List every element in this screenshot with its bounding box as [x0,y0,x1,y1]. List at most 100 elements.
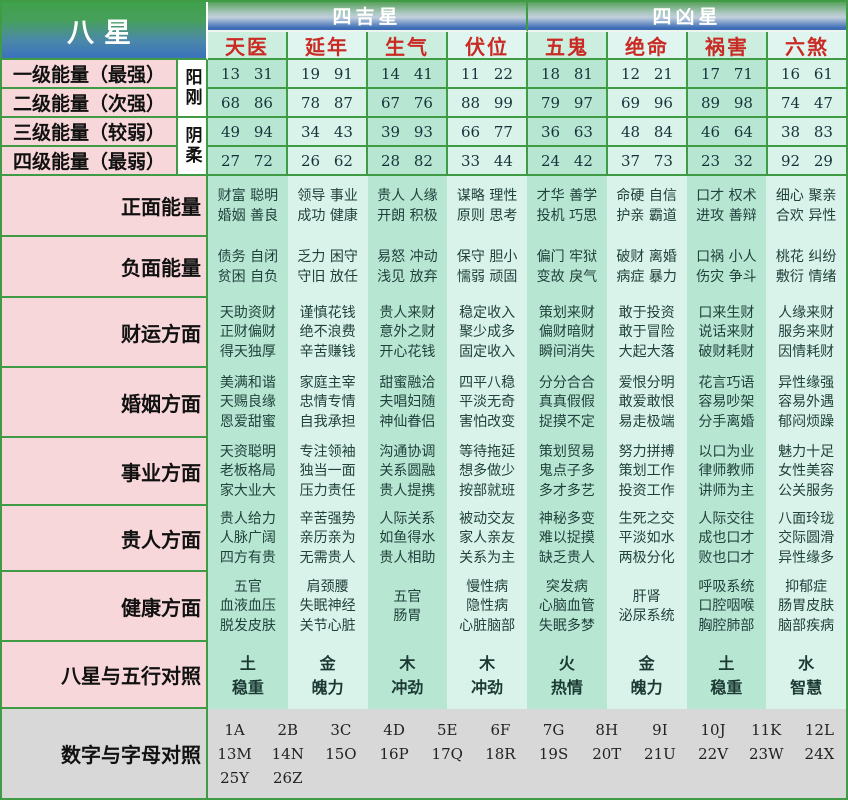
number-letter-pair: 3C [330,720,352,739]
category-cell: 贵人给力 人脉广阔 四方有贵 [208,506,288,572]
category-cell: 人际关系 如鱼得水 贵人相助 [367,506,448,572]
category-label: 婚姻方面 [2,368,208,438]
category-cell: 人际交往 成也口才 败也口才 [686,506,767,572]
category-cell: 破财 离婚 病症 暴力 [606,237,687,298]
category-cell: 贵人 人缘 开朗 积极 [367,176,448,237]
number-letter-pair: 15O [325,744,357,763]
star-header: 生气 [368,32,448,60]
number-letter-pair: 7G [542,720,565,739]
energy-value: 12 21 [608,60,688,89]
category-cell: 沟通协调 关系圆融 贵人提携 [367,438,448,506]
category-cell: 债务 自闭 贫困 自负 [208,237,288,298]
energy-value: 37 73 [608,147,688,176]
star-header: 五鬼 [528,32,608,60]
star-header: 伏位 [448,32,528,60]
category-cell: 敢于投资 敢于冒险 大起大落 [606,298,687,368]
category-cell: 稳定收入 聚少成多 固定收入 [447,298,527,368]
five-element-cell: 火热情 [527,642,607,709]
energy-values-row: 68 86 78 87 67 76 88 99 79 97 69 96 89 9… [208,89,846,118]
energy-value: 34 43 [288,118,368,147]
number-letter-pair: 9I [652,720,668,739]
group-header-inauspicious: 四凶星 [528,2,846,32]
five-element-cell: 土稳重 [208,642,288,709]
category-cell: 贵人来财 意外之财 开心花钱 [367,298,448,368]
category-cell: 神秘多变 难以捉摸 缺乏贵人 [527,506,607,572]
five-element-cell: 水智慧 [766,642,846,709]
number-letter-pair: 1A [224,720,245,739]
category-cell: 保守 胆小 懦弱 顽固 [447,237,527,298]
category-cell: 人缘来财 服务来财 因情耗财 [766,298,846,368]
energy-value: 13 31 [208,60,288,89]
category-cell: 易怒 冲动 浅见 放弃 [367,237,448,298]
number-letter-row: 数字与字母对照 1A 2B 3C 4D 5E 6F 7G 8H 9I 10J 1… [2,709,846,798]
category-row-health: 健康方面 五官 血液血压 脱发皮肤 肩颈腰 失眠神经 关节心脏 五官 肠胃 慢性病 隐性病心… [2,572,846,642]
category-cell: 八面玲珑 交际圆滑 异性缘多 [766,506,846,572]
category-cell: 口祸 小人 伤灾 争斗 [686,237,767,298]
category-cell: 谨慎花钱 绝不浪费 辛苦赚钱 [287,298,368,368]
energy-value: 69 96 [608,89,688,118]
number-letter-pair: 10J [700,720,726,739]
number-letter-pair: 14N [271,744,304,763]
number-letter-pair: 11K [751,720,782,739]
number-letter-pair: 12L [804,720,834,739]
category-cell: 口来生财 说话来财 破财耗财 [686,298,767,368]
category-label: 事业方面 [2,438,208,506]
number-letter-pair: 25Y [220,768,250,787]
energy-value: 18 81 [528,60,608,89]
energy-value: 23 32 [688,147,768,176]
energy-value: 36 63 [528,118,608,147]
energy-value: 17 71 [688,60,768,89]
star-header: 延年 [288,32,368,60]
category-cell: 努力拼搏 策划工作 投资工作 [606,438,687,506]
category-label: 八星与五行对照 [2,642,208,709]
number-letter-pair: 16P [379,744,409,763]
energy-row-label: 一级能量（最强） [2,60,178,89]
number-letter-pair: 26Z [272,768,303,787]
energy-value: 79 97 [528,89,608,118]
category-label: 财运方面 [2,298,208,368]
category-cell: 天助资财 正财偏财 得天独厚 [208,298,288,368]
number-letter-pair: 5E [436,720,458,739]
category-cell: 偏门 牢狱 变故 戾气 [527,237,607,298]
category-row-marriage: 婚姻方面 美满和谐 天赐良缘 恩爱甜蜜 家庭主宰 忠情专情 自我承担 甜蜜融洽 夫唱妇随神… [2,368,846,438]
energy-values-row: 49 94 34 43 39 93 66 77 36 63 48 84 46 6… [208,118,846,147]
category-label: 负面能量 [2,237,208,298]
category-cell: 财富 聪明 婚姻 善良 [208,176,288,237]
five-element-cell: 金魄力 [287,642,368,709]
group-header-auspicious: 四吉星 [208,2,528,32]
category-cell: 天资聪明 老板格局 家大业大 [208,438,288,506]
category-cell: 五官 肠胃 [367,572,448,642]
energy-values-row: 27 72 26 62 28 82 33 44 24 42 37 73 23 3… [208,147,846,176]
energy-row-label: 二级能量（次强） [2,89,178,118]
energy-value: 14 41 [368,60,448,89]
energy-value: 46 64 [688,118,768,147]
energy-value: 49 94 [208,118,288,147]
category-cell: 口才 权术 进攻 善辩 [686,176,767,237]
category-cell: 慢性病 隐性病 心脏脑部 [447,572,527,642]
number-letter-pair: 19S [538,744,569,763]
category-row-five-elements: 八星与五行对照 土稳重 金魄力 木冲劲 木冲劲 火热情 金魄力 土稳重 水智慧 [2,642,846,709]
energy-value: 11 22 [448,60,528,89]
table-header: 八星 四吉星 四凶星 天医 延年 生气 伏位 五鬼 绝命 祸害 六煞 [2,2,846,60]
energy-row-label: 四级能量（最弱） [2,147,178,176]
five-element-cell: 木冲劲 [367,642,448,709]
category-cell: 辛苦强势 亲历亲为 无需贵人 [287,506,368,572]
number-letter-pair: 4D [383,720,405,739]
category-cell: 肝肾 泌尿系统 [606,572,687,642]
category-row-benefactor: 贵人方面 贵人给力 人脉广阔 四方有贵 辛苦强势 亲历亲为 无需贵人 人际关系 如鱼得水贵… [2,506,846,572]
energy-value: 24 42 [528,147,608,176]
category-cell: 花言巧语 容易吵架 分手离婚 [686,368,767,438]
category-cell: 爱恨分明 敢爱敢恨 易走极端 [606,368,687,438]
energy-value: 39 93 [368,118,448,147]
energy-value: 88 99 [448,89,528,118]
five-element-cell: 金魄力 [606,642,687,709]
category-label: 贵人方面 [2,506,208,572]
energy-value: 26 62 [288,147,368,176]
category-cell: 策划贸易 鬼点子多 多才多艺 [527,438,607,506]
side-label-yang: 阳刚 [178,60,208,118]
energy-value: 66 77 [448,118,528,147]
category-cell: 异性缘强 容易外遇 郁闷烦躁 [766,368,846,438]
number-letter-pair: 13M [217,744,252,763]
energy-levels-block: 一级能量（最强） 二级能量（次强） 三级能量（较弱） 四级能量（最弱） 阳刚 阴… [2,60,846,176]
